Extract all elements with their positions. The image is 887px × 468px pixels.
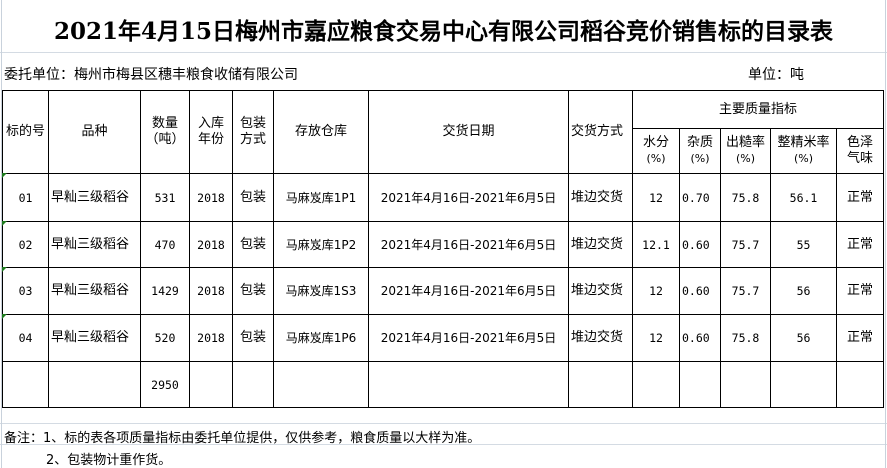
cell-impurity: 0.70 xyxy=(679,173,721,222)
cell-date: 2021年4月16日-2021年6月5日 xyxy=(368,314,569,362)
cell-impurity: 0.60 xyxy=(679,314,721,362)
cell-moisture: 12 xyxy=(632,314,680,362)
header-quality: 主要质量指标 xyxy=(632,90,884,129)
cell-pack: 包装 xyxy=(232,221,274,268)
cell-variety: 早籼三级稻谷 xyxy=(48,221,141,268)
header-warehouse: 存放仓库 xyxy=(273,90,369,174)
cell-variety: 早籼三级稻谷 xyxy=(48,173,141,222)
note-1: 备注：1、标的表各项质量指标由委托单位提供，仅供参考，粮食质量以大样为准。 xyxy=(4,431,481,446)
unit-label: 单位：吨 xyxy=(748,67,804,83)
cell-year: 2018 xyxy=(189,221,233,268)
gridline xyxy=(0,52,887,53)
header-pack: 包装 方式 xyxy=(232,90,274,174)
gridline xyxy=(1,0,2,468)
cell-lot-no: 03 xyxy=(2,267,49,315)
cell-warehouse: 马麻岌库1S3 xyxy=(273,267,369,315)
cell-pack: 包装 xyxy=(232,314,274,362)
header-color: 色泽 气味 xyxy=(836,128,884,174)
table-row: 03 早籼三级稻谷 1429 2018 包装 马麻岌库1S3 2021年4月16日-2021… xyxy=(2,267,884,315)
header-moisture: 水分 (%) xyxy=(632,128,680,174)
table-row: 04 早籼三级稻谷 520 2018 包装 马麻岌库1P6 2021年4月16日-2021年… xyxy=(2,314,884,362)
cell-head-rice: 56 xyxy=(770,267,837,315)
cell-warehouse: 马麻岌库1P6 xyxy=(273,314,369,362)
cell-lot-no: 02 xyxy=(2,221,49,268)
total-row: 2950 xyxy=(2,361,884,408)
gridline xyxy=(885,0,886,468)
header-yield: 出糙率 (%) xyxy=(720,128,771,174)
cell-date: 2021年4月16日-2021年6月5日 xyxy=(368,267,569,315)
page-title: 2021年4月15日梅州市嘉应粮食交易中心有限公司稻谷竞价销售标的目录表 xyxy=(53,18,834,45)
cell-qty: 470 xyxy=(140,221,190,268)
cell-year: 2018 xyxy=(189,267,233,315)
cell-head-rice: 56.1 xyxy=(770,173,837,222)
cell-color: 正常 xyxy=(836,173,884,222)
cell-method: 堆边交货 xyxy=(568,267,633,315)
cell-color: 正常 xyxy=(836,267,884,315)
cell-date: 2021年4月16日-2021年6月5日 xyxy=(368,173,569,222)
cell-head-rice: 56 xyxy=(770,314,837,362)
lot-table: 标的号 品种 数量 （吨） 入库 年份 包装 方式 存放仓库 交货日期 交货方式 主要… xyxy=(2,90,884,408)
cell-warehouse: 马麻岌库1P1 xyxy=(273,173,369,222)
table-row: 02 早籼三级稻谷 470 2018 包装 马麻岌库1P2 2021年4月16日-2021年… xyxy=(2,221,884,268)
cell-comment-marker xyxy=(2,173,7,178)
header-method: 交货方式 xyxy=(568,90,633,174)
cell-comment-marker xyxy=(2,267,7,272)
cell-method: 堆边交货 xyxy=(568,314,633,362)
cell-comment-marker xyxy=(2,314,7,319)
cell-method: 堆边交货 xyxy=(568,221,633,268)
cell-impurity: 0.60 xyxy=(679,267,721,315)
cell-qty: 531 xyxy=(140,173,190,222)
cell-moisture: 12 xyxy=(632,173,680,222)
header-impurity: 杂质 (%) xyxy=(679,128,721,174)
cell-yield: 75.7 xyxy=(720,267,771,315)
cell-color: 正常 xyxy=(836,221,884,268)
cell-warehouse: 马麻岌库1P2 xyxy=(273,221,369,268)
cell-yield: 75.8 xyxy=(720,314,771,362)
cell-yield: 75.8 xyxy=(720,173,771,222)
total-qty: 2950 xyxy=(140,361,190,408)
cell-variety: 早籼三级稻谷 xyxy=(48,267,141,315)
cell-year: 2018 xyxy=(189,314,233,362)
cell-variety: 早籼三级稻谷 xyxy=(48,314,141,362)
cell-impurity: 0.60 xyxy=(679,221,721,268)
cell-yield: 75.7 xyxy=(720,221,771,268)
cell-qty: 1429 xyxy=(140,267,190,315)
cell-date: 2021年4月16日-2021年6月5日 xyxy=(368,221,569,268)
cell-moisture: 12.1 xyxy=(632,221,680,268)
cell-method: 堆边交货 xyxy=(568,173,633,222)
cell-color: 正常 xyxy=(836,314,884,362)
client-label: 委托单位：梅州市梅县区穗丰粮食收储有限公司 xyxy=(4,67,298,83)
header-qty: 数量 （吨） xyxy=(140,90,190,174)
header-variety: 品种 xyxy=(48,90,141,174)
table-row: 01 早籼三级稻谷 531 2018 包装 马麻岌库1P1 2021年4月16日-2021年… xyxy=(2,173,884,222)
cell-moisture: 12 xyxy=(632,267,680,315)
cell-pack: 包装 xyxy=(232,173,274,222)
header-year: 入库 年份 xyxy=(189,90,233,174)
header-date: 交货日期 xyxy=(368,90,569,174)
cell-comment-marker xyxy=(2,221,7,226)
gridline xyxy=(0,423,887,424)
cell-pack: 包装 xyxy=(232,267,274,315)
cell-qty: 520 xyxy=(140,314,190,362)
note-2: 2、包装物计重作货。 xyxy=(46,453,172,468)
header-lot-no: 标的号 xyxy=(2,90,49,174)
cell-lot-no: 04 xyxy=(2,314,49,362)
cell-head-rice: 55 xyxy=(770,221,837,268)
cell-year: 2018 xyxy=(189,173,233,222)
header-head-rice: 整精米率 (%) xyxy=(770,128,837,174)
cell-lot-no: 01 xyxy=(2,173,49,222)
gridline xyxy=(0,444,887,445)
